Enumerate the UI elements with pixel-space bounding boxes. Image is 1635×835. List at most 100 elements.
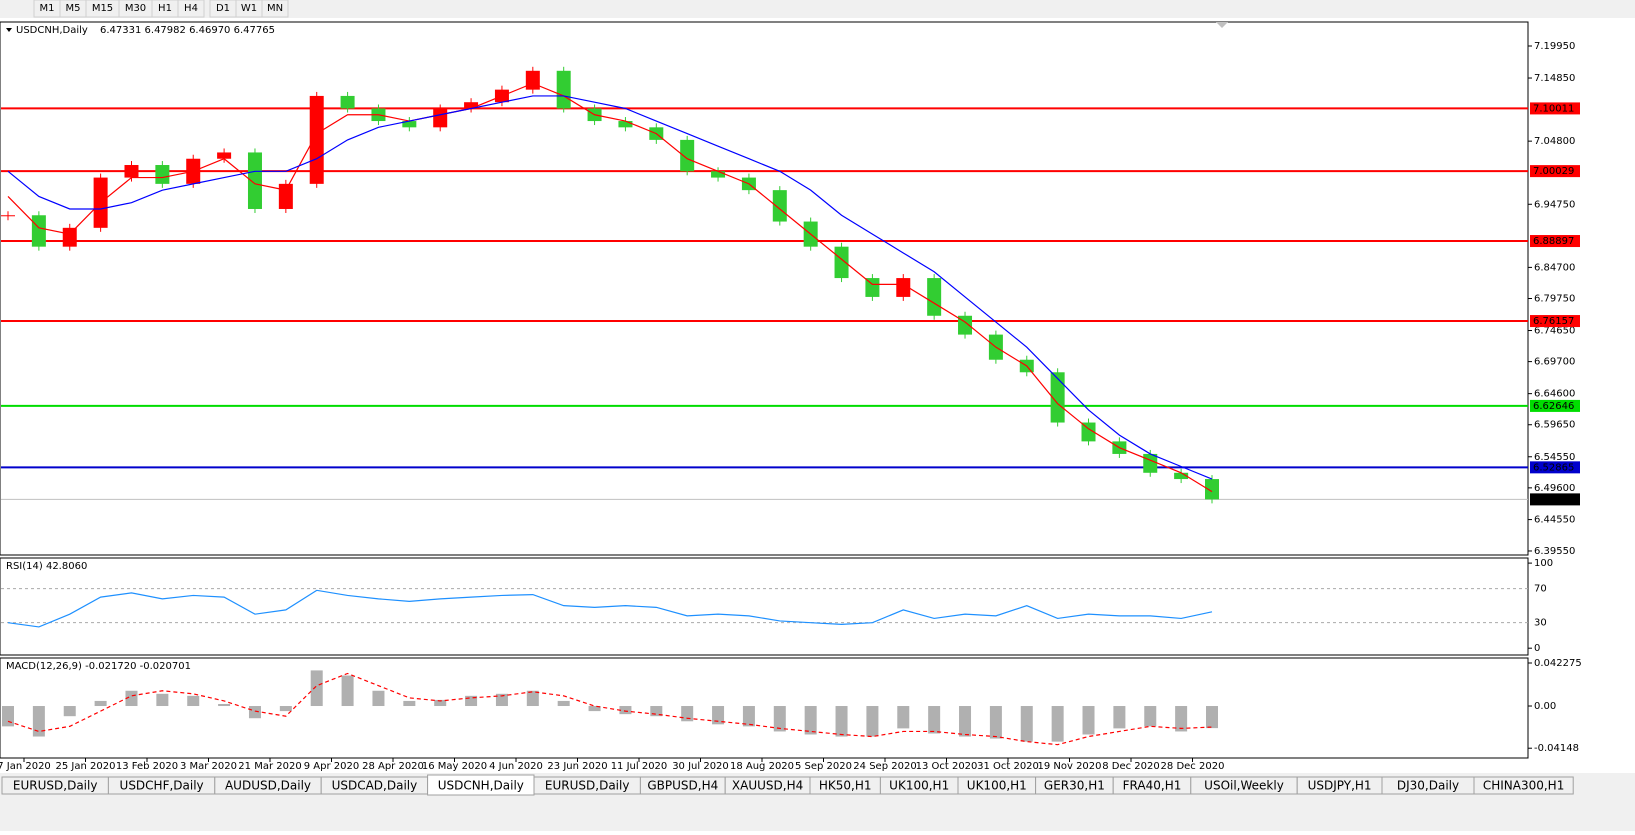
- date-label: 23 Jun 2020: [547, 761, 607, 772]
- price-tick-label: 6.69700: [1534, 357, 1575, 368]
- toolbar: [0, 0, 1635, 18]
- tab-label[interactable]: EURUSD,Daily: [13, 779, 98, 793]
- date-label: 19 Nov 2020: [1037, 761, 1101, 772]
- date-label: 31 Oct 2020: [977, 761, 1039, 772]
- tab-label[interactable]: AUDUSD,Daily: [225, 779, 311, 793]
- tab-label[interactable]: USDCAD,Daily: [332, 779, 418, 793]
- timeframe-button[interactable]: [261, 0, 289, 18]
- macd-bar: [403, 700, 416, 707]
- macd-bar: [989, 706, 1002, 739]
- tab-label[interactable]: UK100,H1: [967, 779, 1027, 793]
- level-label: 6.52865: [1533, 462, 1574, 473]
- macd-bar: [866, 706, 879, 737]
- level-label: 7.00029: [1533, 166, 1574, 177]
- date-label: 13 Oct 2020: [916, 761, 978, 772]
- macd-bar: [63, 706, 76, 717]
- timeframe-label[interactable]: D1: [216, 3, 230, 14]
- tab[interactable]: FRA40,H1: [1112, 776, 1192, 795]
- date-label: 25 Jan 2020: [56, 761, 116, 772]
- tab[interactable]: GER30,H1: [1035, 776, 1114, 795]
- candle: [896, 278, 911, 297]
- tab-label[interactable]: CHINA300,H1: [1483, 779, 1565, 793]
- tab-label[interactable]: USOil,Weekly: [1204, 779, 1284, 793]
- timeframe-label[interactable]: MN: [267, 3, 283, 14]
- macd-bar: [1051, 706, 1064, 742]
- tab[interactable]: USOil,Weekly: [1190, 776, 1298, 795]
- price-tick-label: 6.59650: [1534, 420, 1575, 431]
- macd-bar: [1175, 706, 1188, 732]
- candle: [340, 95, 355, 109]
- macd-bar: [619, 706, 632, 715]
- tab-label[interactable]: UK100,H1: [889, 779, 949, 793]
- timeframe-label[interactable]: M30: [125, 3, 146, 14]
- tab[interactable]: HK50,H1: [809, 776, 881, 795]
- tab-label[interactable]: USDJPY,H1: [1308, 779, 1372, 793]
- date-label: 11 Jul 2020: [611, 761, 668, 772]
- tab-label[interactable]: USDCHF,Daily: [120, 779, 204, 793]
- tab-label[interactable]: FRA40,H1: [1123, 779, 1182, 793]
- price-tick-label: 6.74650: [1534, 326, 1575, 337]
- tab-label[interactable]: GER30,H1: [1044, 779, 1105, 793]
- tab[interactable]: USDCNH,Daily: [427, 774, 535, 796]
- timeframe-label[interactable]: M1: [40, 3, 55, 14]
- level-label-box: [1530, 493, 1580, 506]
- price-tick-label: 6.49600: [1534, 483, 1575, 494]
- price-tick-label: 6.94750: [1534, 199, 1575, 210]
- menu-arrow: [6, 28, 12, 32]
- candle: [834, 246, 849, 279]
- candle: [124, 165, 139, 178]
- price-tick-label: 6.84700: [1534, 262, 1575, 273]
- tab-label[interactable]: XAUUSD,H4: [732, 779, 803, 793]
- tab-label[interactable]: HK50,H1: [819, 779, 872, 793]
- tab[interactable]: UK100,H1: [957, 776, 1037, 795]
- tab-label[interactable]: GBPUSD,H4: [647, 779, 718, 793]
- level-label-box: [1530, 315, 1580, 328]
- tab-label[interactable]: USDCNH,Daily: [438, 779, 524, 793]
- timeframe-button[interactable]: [177, 0, 205, 18]
- macd-signal: [7, 672, 1213, 746]
- tab[interactable]: CHINA300,H1: [1473, 776, 1574, 795]
- candle: [1205, 479, 1219, 500]
- macd-bar: [434, 699, 447, 707]
- candle: [309, 95, 324, 184]
- timeframe-label[interactable]: H4: [184, 3, 198, 14]
- tab-label[interactable]: DJ30,Daily: [1397, 779, 1459, 793]
- tab[interactable]: GBPUSD,H4: [639, 776, 726, 795]
- tab[interactable]: USDJPY,H1: [1296, 776, 1383, 795]
- rsi-title: RSI(14) 42.8060: [6, 561, 87, 572]
- macd-tick-label: 0.042275: [1534, 658, 1582, 669]
- date-label: 16 May 2020: [422, 761, 487, 772]
- candle: [31, 215, 46, 247]
- candle: [155, 165, 170, 184]
- macd-bar: [526, 690, 539, 707]
- price-tick-label: 7.14850: [1534, 73, 1575, 84]
- candle: [217, 152, 232, 159]
- tab[interactable]: USDCHF,Daily: [107, 776, 216, 795]
- timeframe-label[interactable]: M5: [66, 3, 81, 14]
- macd-bar: [681, 706, 694, 722]
- chart-title: USDCNH,Daily: [16, 25, 88, 36]
- main-panel: [0, 21, 1529, 556]
- timeframe-label[interactable]: M15: [92, 3, 113, 14]
- candle: [464, 102, 479, 109]
- tab[interactable]: USDCAD,Daily: [320, 776, 429, 795]
- level-label: 6.76157: [1533, 316, 1574, 327]
- tab[interactable]: EURUSD,Daily: [1, 776, 109, 795]
- date-label: 13 Feb 2020: [116, 761, 178, 772]
- tab-label[interactable]: EURUSD,Daily: [545, 779, 630, 793]
- tab[interactable]: UK100,H1: [879, 776, 959, 795]
- level-label-box: [1530, 165, 1580, 178]
- price-tick-label: 6.64600: [1534, 389, 1575, 400]
- tab-bg[interactable]: [1473, 776, 1574, 795]
- tab[interactable]: EURUSD,Daily: [533, 776, 641, 795]
- macd-bar: [248, 706, 261, 719]
- macd-bar: [310, 670, 323, 707]
- macd-bar: [712, 706, 725, 725]
- level-label: 7.10011: [1533, 103, 1574, 114]
- tab[interactable]: XAUUSD,H4: [724, 776, 811, 795]
- tab[interactable]: DJ30,Daily: [1381, 776, 1475, 795]
- timeframe-label[interactable]: H1: [158, 3, 172, 14]
- macd-bar: [742, 706, 755, 727]
- tab[interactable]: AUDUSD,Daily: [214, 776, 322, 795]
- timeframe-label[interactable]: W1: [241, 3, 257, 14]
